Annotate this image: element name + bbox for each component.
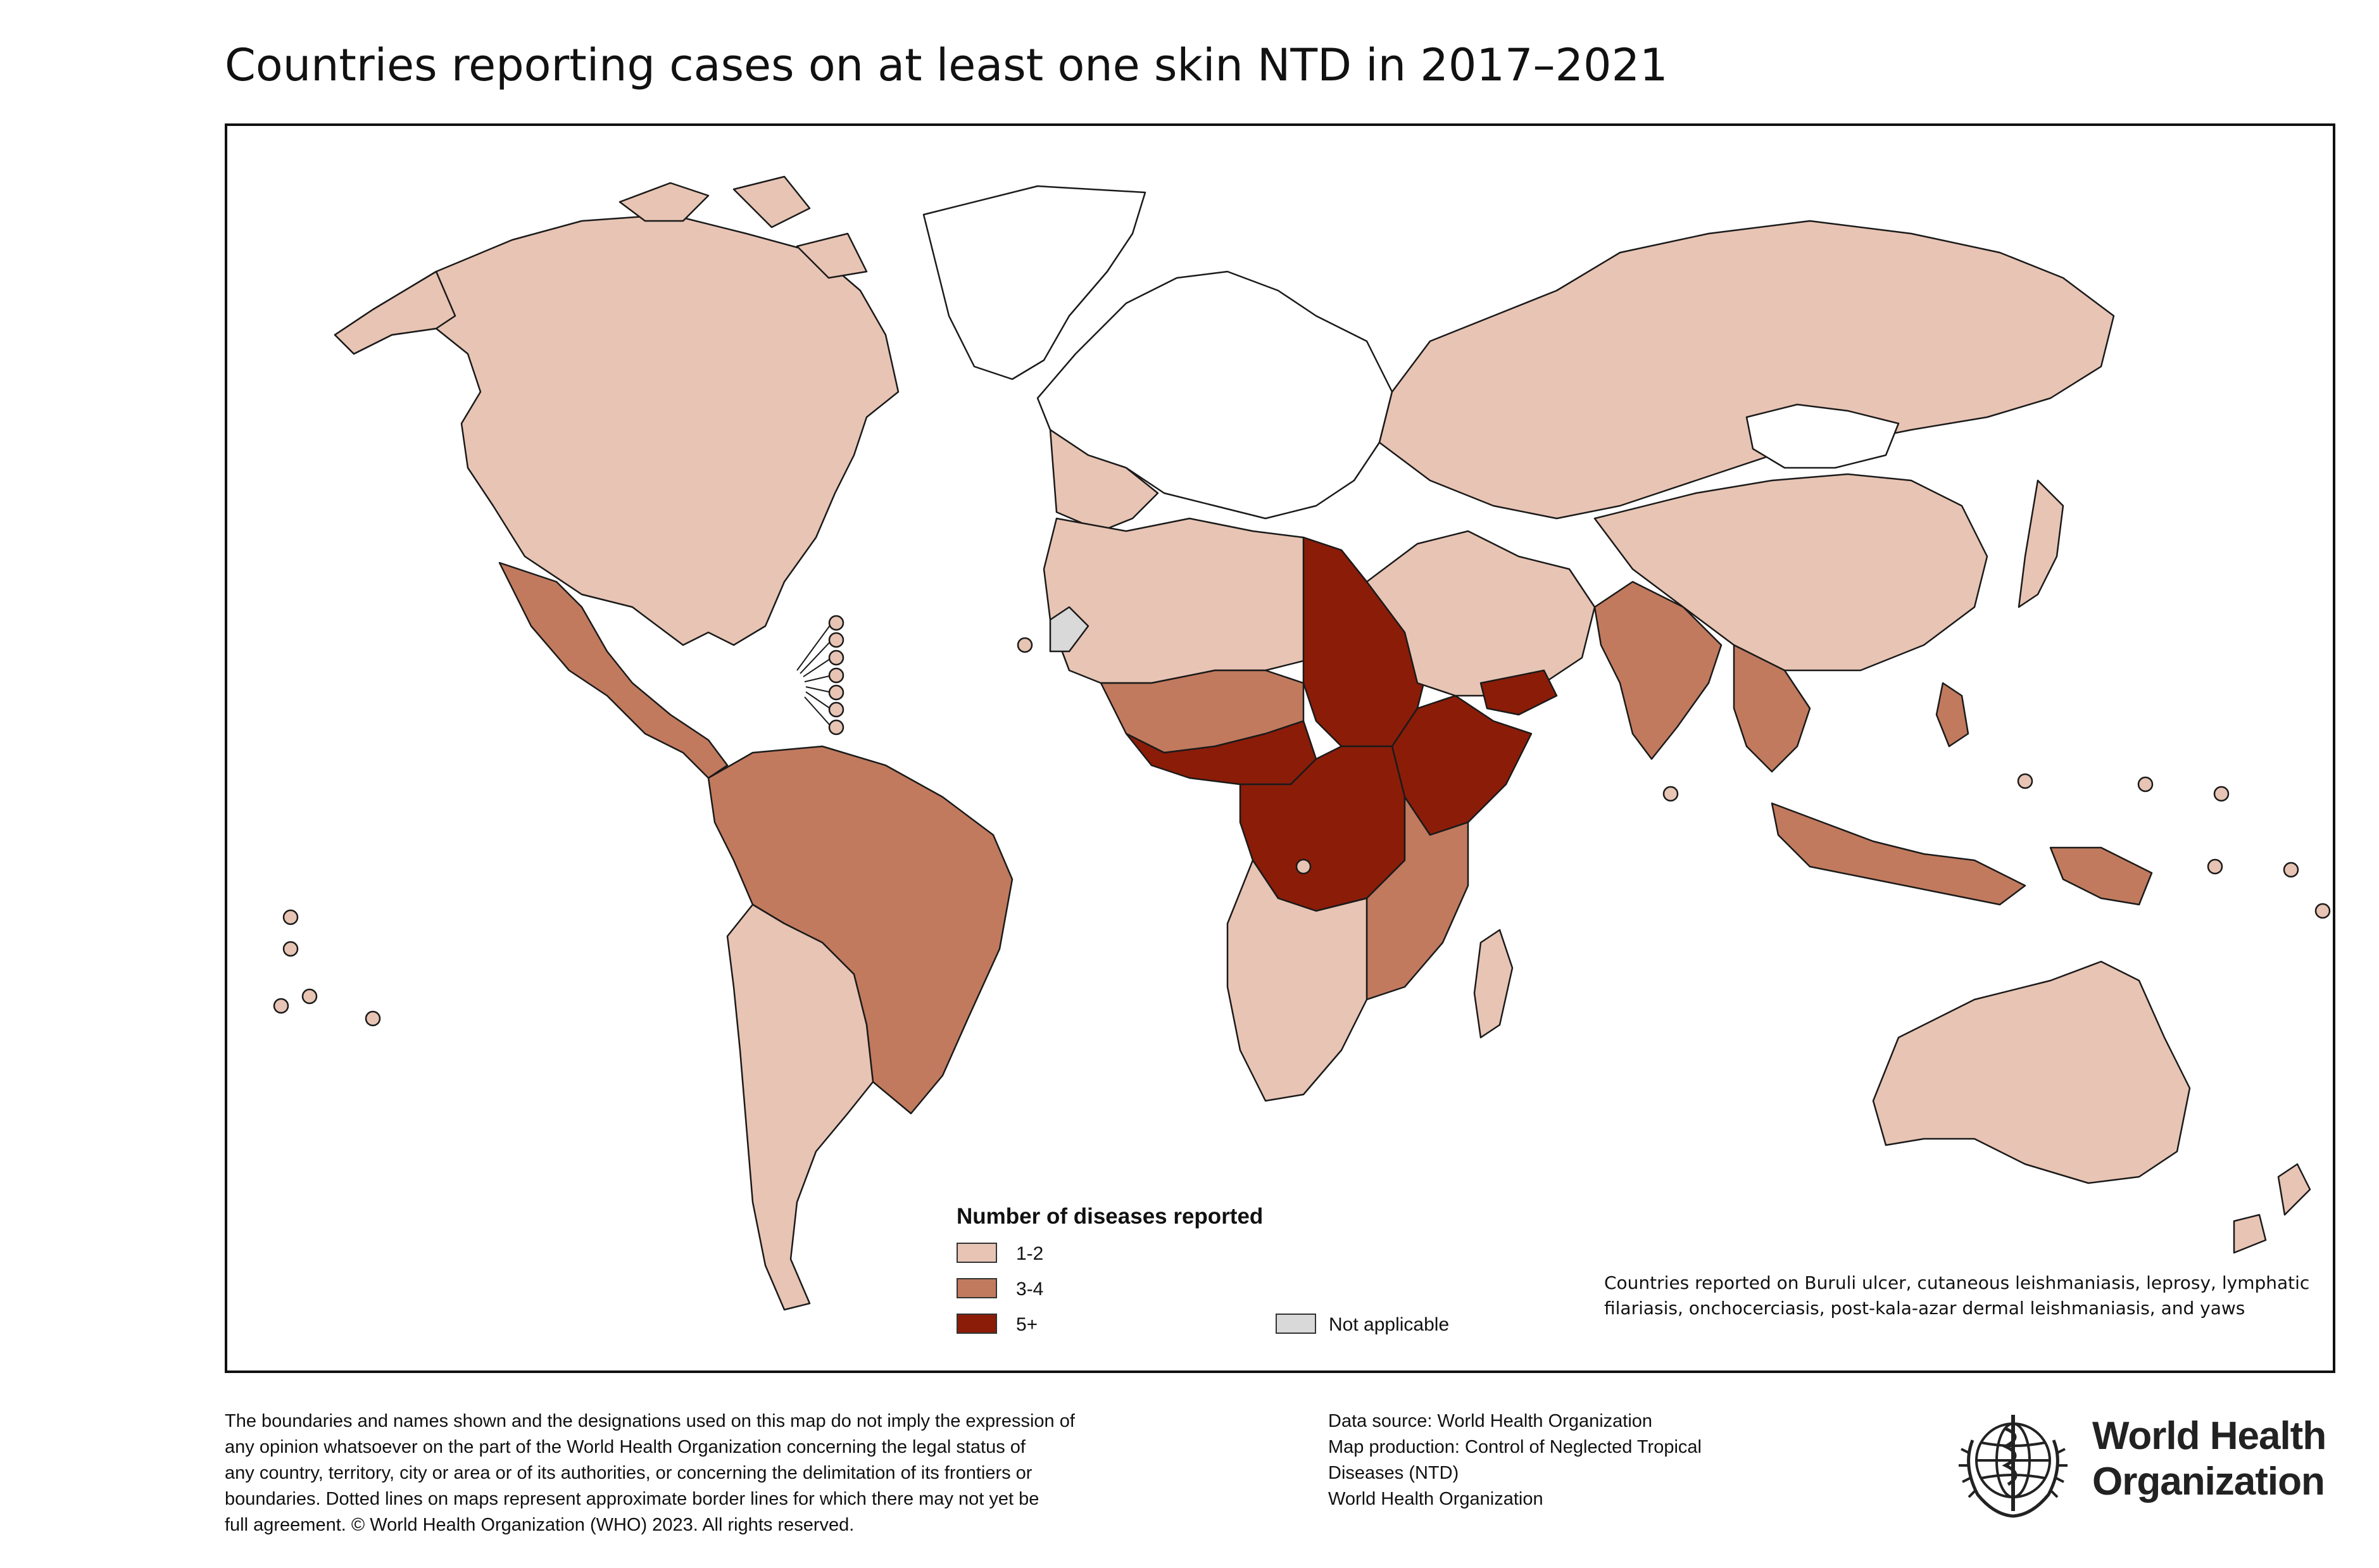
who-emblem-icon <box>1959 1415 2068 1518</box>
region-south-asia <box>1593 580 1723 760</box>
map-title: Countries reporting cases on at least on… <box>225 39 1668 91</box>
region-east-africa <box>1365 796 1469 1001</box>
island-marker <box>1662 786 1679 802</box>
disclaimer-line: any country, territory, city or area or … <box>225 1463 1033 1483</box>
region-madagascar <box>1473 929 1514 1039</box>
legend-label-3-4: 3-4 <box>1016 1279 1044 1300</box>
data-source-line: World Health Organization <box>1328 1489 1543 1509</box>
region-iberia-maghreb-west <box>1049 429 1159 532</box>
data-source-line: Map production: Control of Neglected Tro… <box>1328 1437 1702 1457</box>
region-greenland <box>922 185 1146 380</box>
region-north-america <box>334 213 900 646</box>
region-mongolia <box>1745 403 1900 469</box>
legend-swatch-5-plus <box>957 1314 997 1334</box>
world-map <box>273 175 2331 1311</box>
island-marker <box>273 998 289 1014</box>
data-source: Data source: World Health Organization M… <box>1328 1408 1809 1512</box>
island-marker <box>282 909 299 925</box>
region-japan <box>2018 479 2064 608</box>
region-southeast-asia <box>1733 644 1811 773</box>
disclaimer-line: full agreement. © World Health Organizat… <box>225 1515 855 1535</box>
region-china-east-asia <box>1593 473 1988 672</box>
legend-swatch-1-2 <box>957 1243 997 1263</box>
island-marker <box>365 1010 381 1027</box>
legend-swatch-3-4 <box>957 1278 997 1298</box>
map-frame: Number of diseases reported 1-2 3-4 5+ N… <box>225 123 2335 1373</box>
island-marker <box>2283 862 2299 878</box>
region-new-zealand <box>2233 1163 2311 1254</box>
disclaimer-line: any opinion whatsoever on the part of th… <box>225 1437 1026 1457</box>
data-source-line: Diseases (NTD) <box>1328 1463 1459 1483</box>
island-marker <box>2017 773 2033 789</box>
region-papua <box>2049 846 2153 906</box>
region-middle-east <box>1365 530 1596 697</box>
legend-label-5-plus: 5+ <box>1016 1314 1038 1335</box>
region-philippines <box>1935 682 1969 748</box>
region-canada-arctic-islands <box>618 175 868 279</box>
region-western-sahara <box>1049 606 1089 653</box>
island-marker <box>1295 858 1312 875</box>
who-logo: World Health Organization <box>1950 1402 2330 1522</box>
region-russia-central-asia <box>1378 220 2115 520</box>
legend-swatch-not-applicable <box>1276 1314 1316 1334</box>
island-marker <box>2137 776 2154 793</box>
island-marker <box>1017 637 1033 653</box>
legend-label-1-2: 1-2 <box>1016 1243 1044 1264</box>
region-alaska <box>334 270 456 355</box>
caribbean-callouts <box>796 615 844 736</box>
who-logo-line1: World Health <box>2092 1414 2326 1458</box>
region-south-america-south <box>726 903 874 1311</box>
disclaimer-line: The boundaries and names shown and the d… <box>225 1411 1075 1431</box>
legend-label-not-applicable: Not applicable <box>1329 1314 1450 1335</box>
data-source-line: Data source: World Health Organization <box>1328 1411 1653 1431</box>
region-southern-africa <box>1226 859 1368 1102</box>
region-mexico-central-america <box>498 561 729 779</box>
region-yemen <box>1479 669 1558 716</box>
island-marker <box>282 941 299 957</box>
island-marker <box>301 988 318 1005</box>
island-marker <box>2213 786 2230 802</box>
legend-title: Number of diseases reported <box>957 1204 1264 1229</box>
who-logo-line2: Organization <box>2092 1460 2325 1503</box>
region-indonesia <box>1771 802 2026 906</box>
region-australia <box>1872 960 2191 1184</box>
diseases-note: Countries reported on Buruli ulcer, cuta… <box>1604 1272 2310 1319</box>
island-marker <box>2314 903 2331 919</box>
disclaimer: The boundaries and names shown and the d… <box>225 1408 1250 1538</box>
disclaimer-line: boundaries. Dotted lines on maps represe… <box>225 1489 1039 1509</box>
island-marker <box>2207 858 2223 875</box>
